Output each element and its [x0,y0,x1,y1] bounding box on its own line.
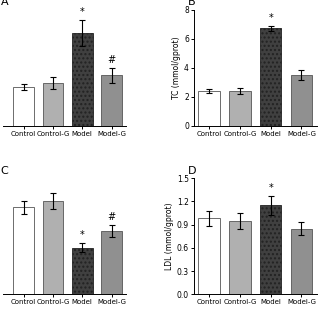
Bar [72,248,92,294]
Text: *: * [80,230,84,240]
Text: *: * [268,183,273,193]
Text: D: D [188,166,196,176]
Y-axis label: TC (mmol/gprot): TC (mmol/gprot) [172,36,181,99]
Text: *: * [268,13,273,23]
Bar [198,219,220,294]
Text: A: A [1,0,8,7]
Bar [198,91,220,126]
Bar [101,76,122,126]
Bar [13,87,34,126]
Bar [291,228,312,294]
Bar [43,201,63,294]
Y-axis label: LDL (mmol/gprot): LDL (mmol/gprot) [165,203,174,270]
Bar [101,231,122,294]
Bar [43,83,63,126]
Bar [229,91,251,126]
Text: #: # [108,212,116,222]
Bar [13,207,34,294]
Text: #: # [108,55,116,66]
Bar [229,221,251,294]
Bar [291,75,312,126]
Text: *: * [80,7,84,17]
Bar [260,205,282,294]
Text: C: C [1,166,9,176]
Bar [260,28,282,126]
Bar [72,33,92,126]
Text: B: B [188,0,195,7]
